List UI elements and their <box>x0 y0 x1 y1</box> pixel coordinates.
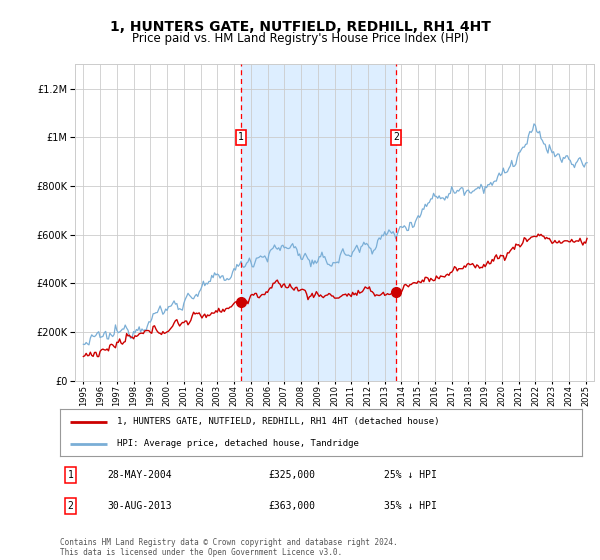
Text: HPI: Average price, detached house, Tandridge: HPI: Average price, detached house, Tand… <box>118 439 359 448</box>
Text: 25% ↓ HPI: 25% ↓ HPI <box>383 470 437 480</box>
Text: 35% ↓ HPI: 35% ↓ HPI <box>383 501 437 511</box>
Text: 2: 2 <box>393 132 399 142</box>
Text: £363,000: £363,000 <box>269 501 316 511</box>
Text: 1, HUNTERS GATE, NUTFIELD, REDHILL, RH1 4HT: 1, HUNTERS GATE, NUTFIELD, REDHILL, RH1 … <box>110 20 490 34</box>
Text: Price paid vs. HM Land Registry's House Price Index (HPI): Price paid vs. HM Land Registry's House … <box>131 32 469 45</box>
Text: 1: 1 <box>238 132 244 142</box>
Text: 30-AUG-2013: 30-AUG-2013 <box>107 501 172 511</box>
Text: Contains HM Land Registry data © Crown copyright and database right 2024.
This d: Contains HM Land Registry data © Crown c… <box>60 538 398 557</box>
Text: 28-MAY-2004: 28-MAY-2004 <box>107 470 172 480</box>
Text: 2: 2 <box>68 501 73 511</box>
Text: 1, HUNTERS GATE, NUTFIELD, REDHILL, RH1 4HT (detached house): 1, HUNTERS GATE, NUTFIELD, REDHILL, RH1 … <box>118 417 440 426</box>
Bar <box>241 64 396 381</box>
Text: 1: 1 <box>68 470 73 480</box>
Text: £325,000: £325,000 <box>269 470 316 480</box>
